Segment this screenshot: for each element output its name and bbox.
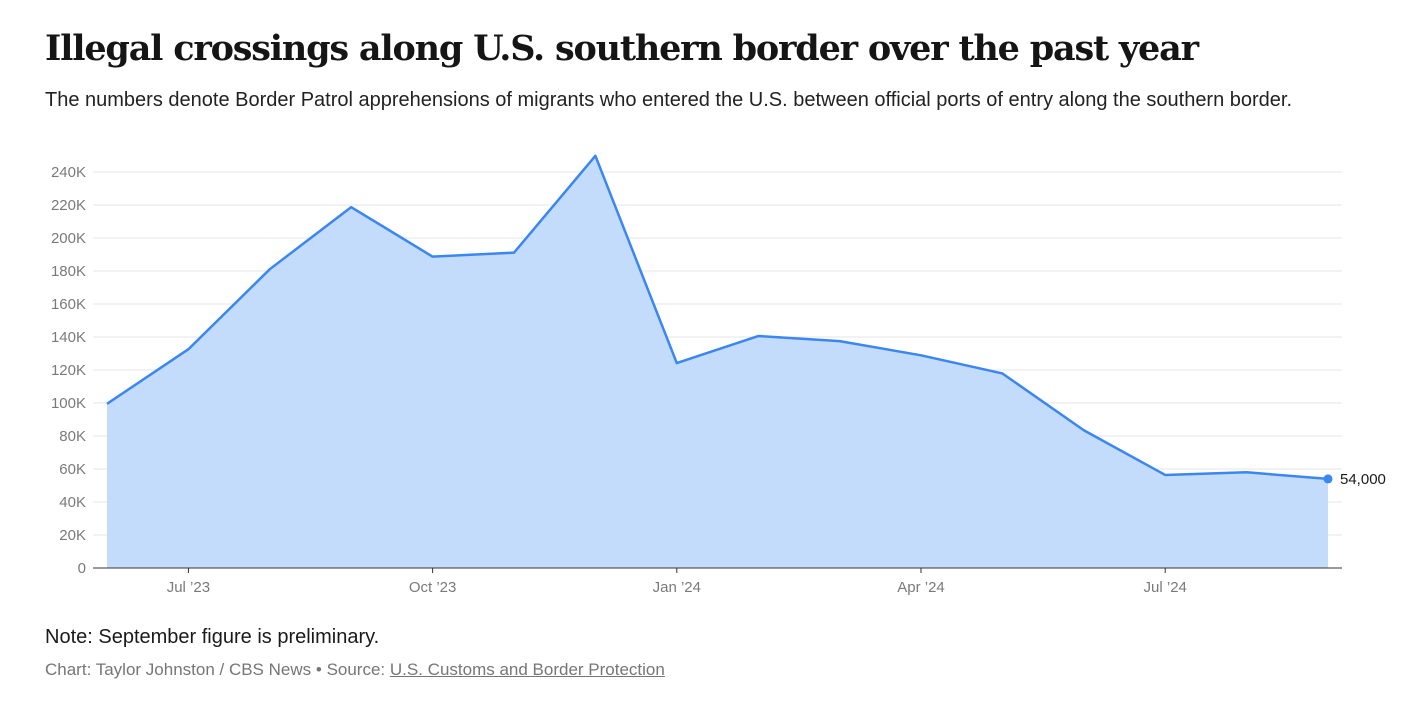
- y-tick-label: 40K: [59, 494, 86, 511]
- end-point-marker: [1323, 474, 1333, 484]
- y-tick-label: 160K: [51, 296, 86, 313]
- axes: [93, 567, 1342, 573]
- y-tick-label: 140K: [51, 329, 86, 346]
- chart-credits: Chart: Taylor Johnston / CBS News • Sour…: [45, 660, 665, 680]
- x-tick-label: Oct ’23: [409, 579, 457, 596]
- x-tick-label: Jul ’23: [167, 579, 210, 596]
- x-tick-label: Jul ’24: [1144, 579, 1187, 596]
- chart-subtitle: The numbers denote Border Patrol apprehe…: [45, 89, 1293, 111]
- y-tick-label: 20K: [59, 527, 86, 544]
- y-tick-label: 0: [78, 560, 86, 577]
- y-tick-label: 180K: [51, 263, 86, 280]
- y-tick-label: 240K: [51, 164, 86, 181]
- area-fill: [107, 155, 1328, 568]
- source-link[interactable]: U.S. Customs and Border Protection: [389, 660, 665, 679]
- y-tick-label: 60K: [59, 461, 86, 478]
- tick-labels: 0 20K 40K 60K 80K 100K 120K 140K 160K 180K 200K 220…: [51, 164, 1386, 596]
- chart-title: Illegal crossings along U.S. southern bo…: [45, 28, 1199, 69]
- x-tick-label: Jan ’24: [653, 579, 701, 596]
- y-tick-label: 100K: [51, 395, 86, 412]
- end-value-label: 54,000: [1340, 471, 1386, 488]
- chart-note: Note: September figure is preliminary.: [45, 626, 380, 648]
- y-tick-label: 80K: [59, 428, 86, 445]
- credit-separator: •: [315, 660, 322, 679]
- credit-text: Chart: Taylor Johnston / CBS News: [45, 660, 312, 679]
- y-tick-label: 120K: [51, 362, 86, 379]
- y-tick-label: 220K: [51, 197, 86, 214]
- x-tick-label: Apr ’24: [897, 579, 945, 596]
- series-line-layer: [106, 154, 1333, 484]
- source-label: Source:: [326, 660, 386, 679]
- y-tick-label: 200K: [51, 230, 86, 247]
- area-chart: 0 20K 40K 60K 80K 100K 120K 140K 160K 180K 200K 220…: [51, 154, 1386, 596]
- series-line: [106, 154, 1329, 481]
- area-fill-layer: [107, 155, 1328, 568]
